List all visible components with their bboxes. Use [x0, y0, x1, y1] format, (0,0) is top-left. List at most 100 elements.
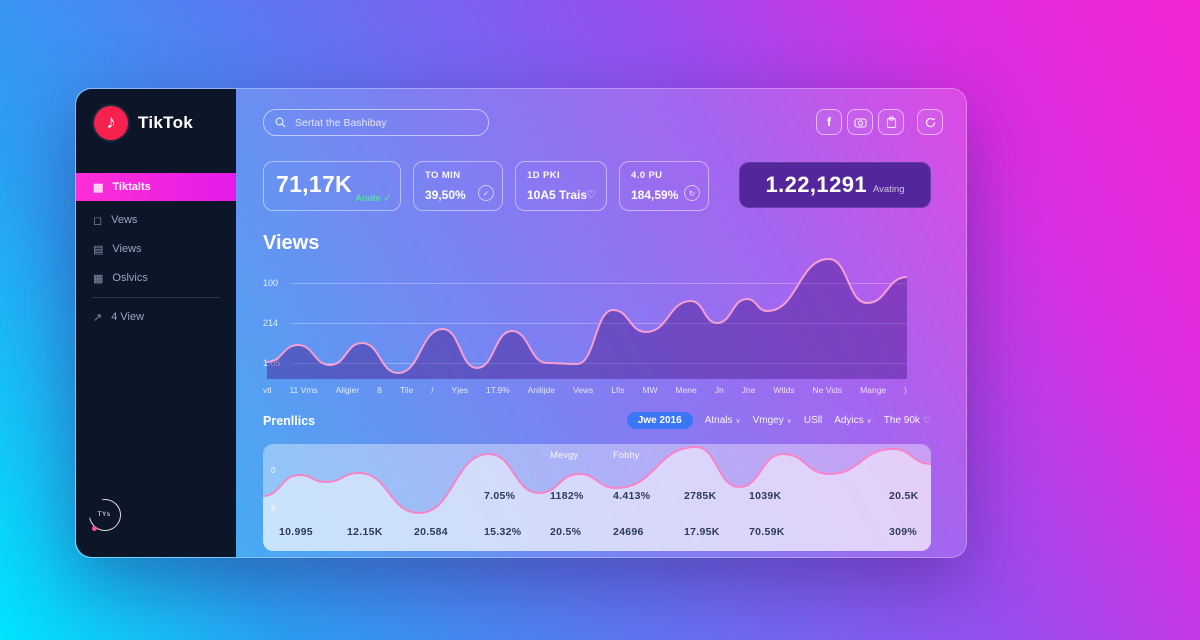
sidebar-item-vews[interactable]: ◻ Vews — [76, 211, 236, 229]
clipboard-button[interactable] — [878, 109, 904, 135]
table-header-cell — [889, 450, 931, 461]
stat-card-to-min[interactable]: TO MIN 39,50% ✓ — [413, 161, 503, 211]
table-header-cell — [414, 450, 484, 461]
sidebar-item-label: 4 View — [111, 311, 145, 323]
table-cell: 15.32% — [484, 526, 522, 538]
search-input[interactable] — [293, 115, 477, 130]
facebook-button[interactable]: f — [816, 109, 842, 135]
refresh-button[interactable] — [917, 109, 943, 135]
table-cell: 24696 — [613, 526, 644, 538]
x-axis-label: vtl — [263, 385, 272, 395]
filter-chip-atnals[interactable]: Atnals ∨ — [704, 415, 741, 426]
sidebar-item-label: Vews — [111, 214, 138, 226]
highlight-card[interactable]: 1.22,1291 Avating — [739, 162, 931, 208]
filter-chip-vmgey[interactable]: Vmgey ∨ — [752, 415, 792, 426]
stat-value: 10A5 Trais — [527, 188, 588, 202]
panel-y-tick: 8 — [271, 504, 276, 513]
table-cell: 1039K — [749, 490, 782, 502]
x-axis-label: ) — [904, 385, 907, 395]
analytics-header: Prenllics Jwe 2016 Atnals ∨ Vmgey ∨ USll A… — [263, 412, 931, 429]
x-axis-label: / — [431, 385, 434, 395]
analytics-line — [263, 445, 931, 515]
chevron-down-icon: ∨ — [786, 418, 792, 425]
gridline-row: 1.05 — [263, 358, 907, 368]
gridline-row: 100 — [263, 278, 907, 288]
x-axis-label: Mange — [860, 385, 887, 395]
x-axis-label: Aligier — [335, 385, 360, 395]
table-cell: 4.413% — [613, 490, 651, 502]
table-header-row: Mevgy Fobhy — [263, 450, 931, 461]
heart-icon: ♡ — [586, 188, 596, 201]
calendar-icon: ▦ — [93, 272, 104, 285]
filter-chip-usll[interactable]: USll — [803, 415, 823, 426]
check-circle-icon: ✓ — [478, 185, 494, 201]
sidebar-item-label: Oslvics — [112, 272, 148, 284]
views-chart-title: Views — [263, 232, 320, 254]
stat-card-4-0-pu[interactable]: 4.0 PU 184,59% ↻ — [619, 161, 709, 211]
views-area-chart — [266, 257, 907, 379]
camera-button[interactable] — [847, 109, 873, 135]
x-axis-label: 1T.9% — [486, 385, 510, 395]
filter-chips: Jwe 2016 Atnals ∨ Vmgey ∨ USll Adyics ∨ The… — [626, 412, 931, 429]
x-axis-label: Mene — [675, 385, 697, 395]
stat-sub-label: Aralte — [355, 193, 381, 203]
analytics-line-chart — [263, 445, 931, 551]
panel-y-tick: 0 — [271, 466, 276, 475]
table-cell: 309% — [889, 526, 918, 538]
table-header-cell — [347, 450, 414, 461]
views-line — [266, 257, 907, 375]
stat-card-followers[interactable]: 71,17K Aralte ✓ — [263, 161, 401, 211]
sidebar-item-label: Views — [112, 243, 142, 255]
table-cell: 20.584 — [414, 526, 448, 538]
table-cell — [279, 490, 347, 502]
highlight-label: Avating — [872, 184, 905, 195]
table-cell: 20.5K — [889, 490, 919, 502]
x-axis-label: Vews — [572, 385, 594, 395]
x-axis-label: MW — [642, 385, 658, 395]
sidebar-item-views[interactable]: ▤ Views — [76, 240, 236, 258]
table-cell: 17.95K — [684, 526, 720, 538]
table-header-cell: Mevgy — [550, 450, 578, 461]
filter-chip-adyics[interactable]: Adyics ∨ — [834, 415, 872, 426]
y-axis-tick: 100 — [263, 278, 279, 288]
gridline-row: 214 — [263, 318, 907, 328]
table-cell: 7.05% — [484, 490, 516, 502]
filter-chip-the90k[interactable]: The 90k ♡ — [883, 415, 931, 426]
filter-chip-date[interactable]: Jwe 2016 — [626, 412, 693, 429]
stat-title: 1D PKI — [527, 170, 561, 181]
analytics-title: Prenllics — [263, 413, 316, 428]
x-axis-label: 8 — [377, 385, 382, 395]
brand-name: TikTok — [138, 113, 194, 132]
table-header-cell — [484, 450, 550, 461]
sidebar-item-tiktalts[interactable]: ▦ Tiktalts — [76, 173, 236, 201]
table-cell: 20.5% — [550, 526, 582, 538]
chevron-down-icon: ∨ — [735, 418, 741, 425]
file-icon: ▤ — [93, 243, 104, 256]
x-axis-label: Ne Vids — [812, 385, 843, 395]
stat-card-1d-pki[interactable]: 1D PKI 10A5 Trais ♡ — [515, 161, 607, 211]
x-axis-label: Yjes — [451, 385, 469, 395]
stat-title: 4.0 PU — [631, 170, 663, 181]
sidebar-item-oslvics[interactable]: ▦ Oslvics — [76, 269, 236, 287]
clipboard-icon — [886, 115, 896, 128]
table-cell: 12.15K — [347, 526, 383, 538]
x-axis-label: Tile — [399, 385, 414, 395]
tiktok-logo-icon: ♪ — [94, 106, 128, 140]
dashboard-window: ♪ TikTok ▦ Tiktalts ◻ Vews ▤ Views ▦ Osl… — [75, 88, 967, 558]
views-chart: 100 214 1.05 — [263, 251, 907, 379]
heart-icon: ♡ — [922, 415, 931, 425]
table-cell: 1182% — [550, 490, 584, 502]
stat-value: 71,17K — [276, 171, 352, 197]
highlight-value: 1.22,1291 — [765, 172, 867, 197]
stat-value: 184,59% — [631, 188, 679, 202]
y-axis-tick: 1.05 — [263, 358, 285, 368]
sidebar: ♪ TikTok ▦ Tiktalts ◻ Vews ▤ Views ▦ Osl… — [76, 89, 236, 557]
grid-icon: ▦ — [93, 181, 104, 194]
sidebar-item-label: Tiktalts — [112, 181, 151, 193]
camera-icon — [853, 117, 867, 128]
search-bar[interactable] — [263, 109, 489, 136]
chevron-down-icon: ∨ — [866, 418, 872, 425]
external-link-icon: ↗ — [93, 311, 103, 324]
sidebar-item-4view[interactable]: ↗ 4 View — [76, 308, 236, 326]
